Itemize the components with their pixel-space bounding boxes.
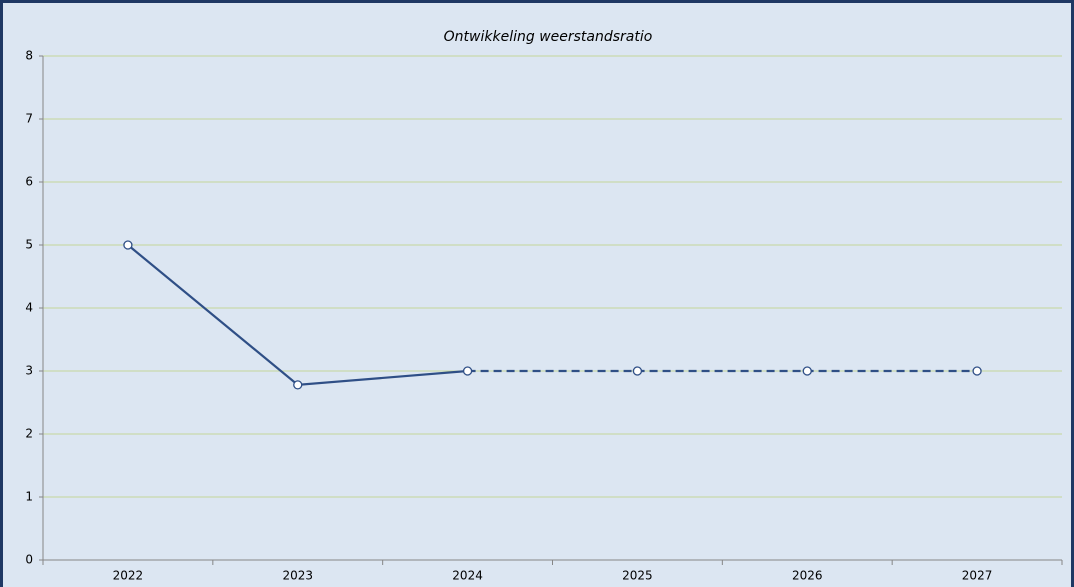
chart-title: Ontwikkeling weerstandsratio [444,29,653,45]
y-tick-label: 3 [25,364,33,378]
y-tick-label: 4 [25,301,33,315]
y-tick-label: 6 [25,175,33,189]
y-tick-label: 8 [25,49,33,63]
marker [632,366,643,376]
x-tick-label: 2022 [113,569,144,583]
y-tick-label: 7 [25,112,33,126]
y-tick-label: 1 [25,490,33,504]
x-tick-label: 2027 [962,569,993,583]
x-tick-label: 2023 [282,569,313,583]
marker [462,366,473,376]
y-tick-label: 5 [25,238,33,252]
marker [972,366,982,376]
marker [293,380,303,390]
x-tick-label: 2026 [792,569,823,583]
marker [123,240,133,250]
x-tick-label: 2024 [452,569,483,583]
x-tick-label: 2025 [622,569,653,583]
y-tick-label: 2 [25,427,33,441]
y-tick-label: 0 [25,553,33,567]
marker [802,366,812,376]
